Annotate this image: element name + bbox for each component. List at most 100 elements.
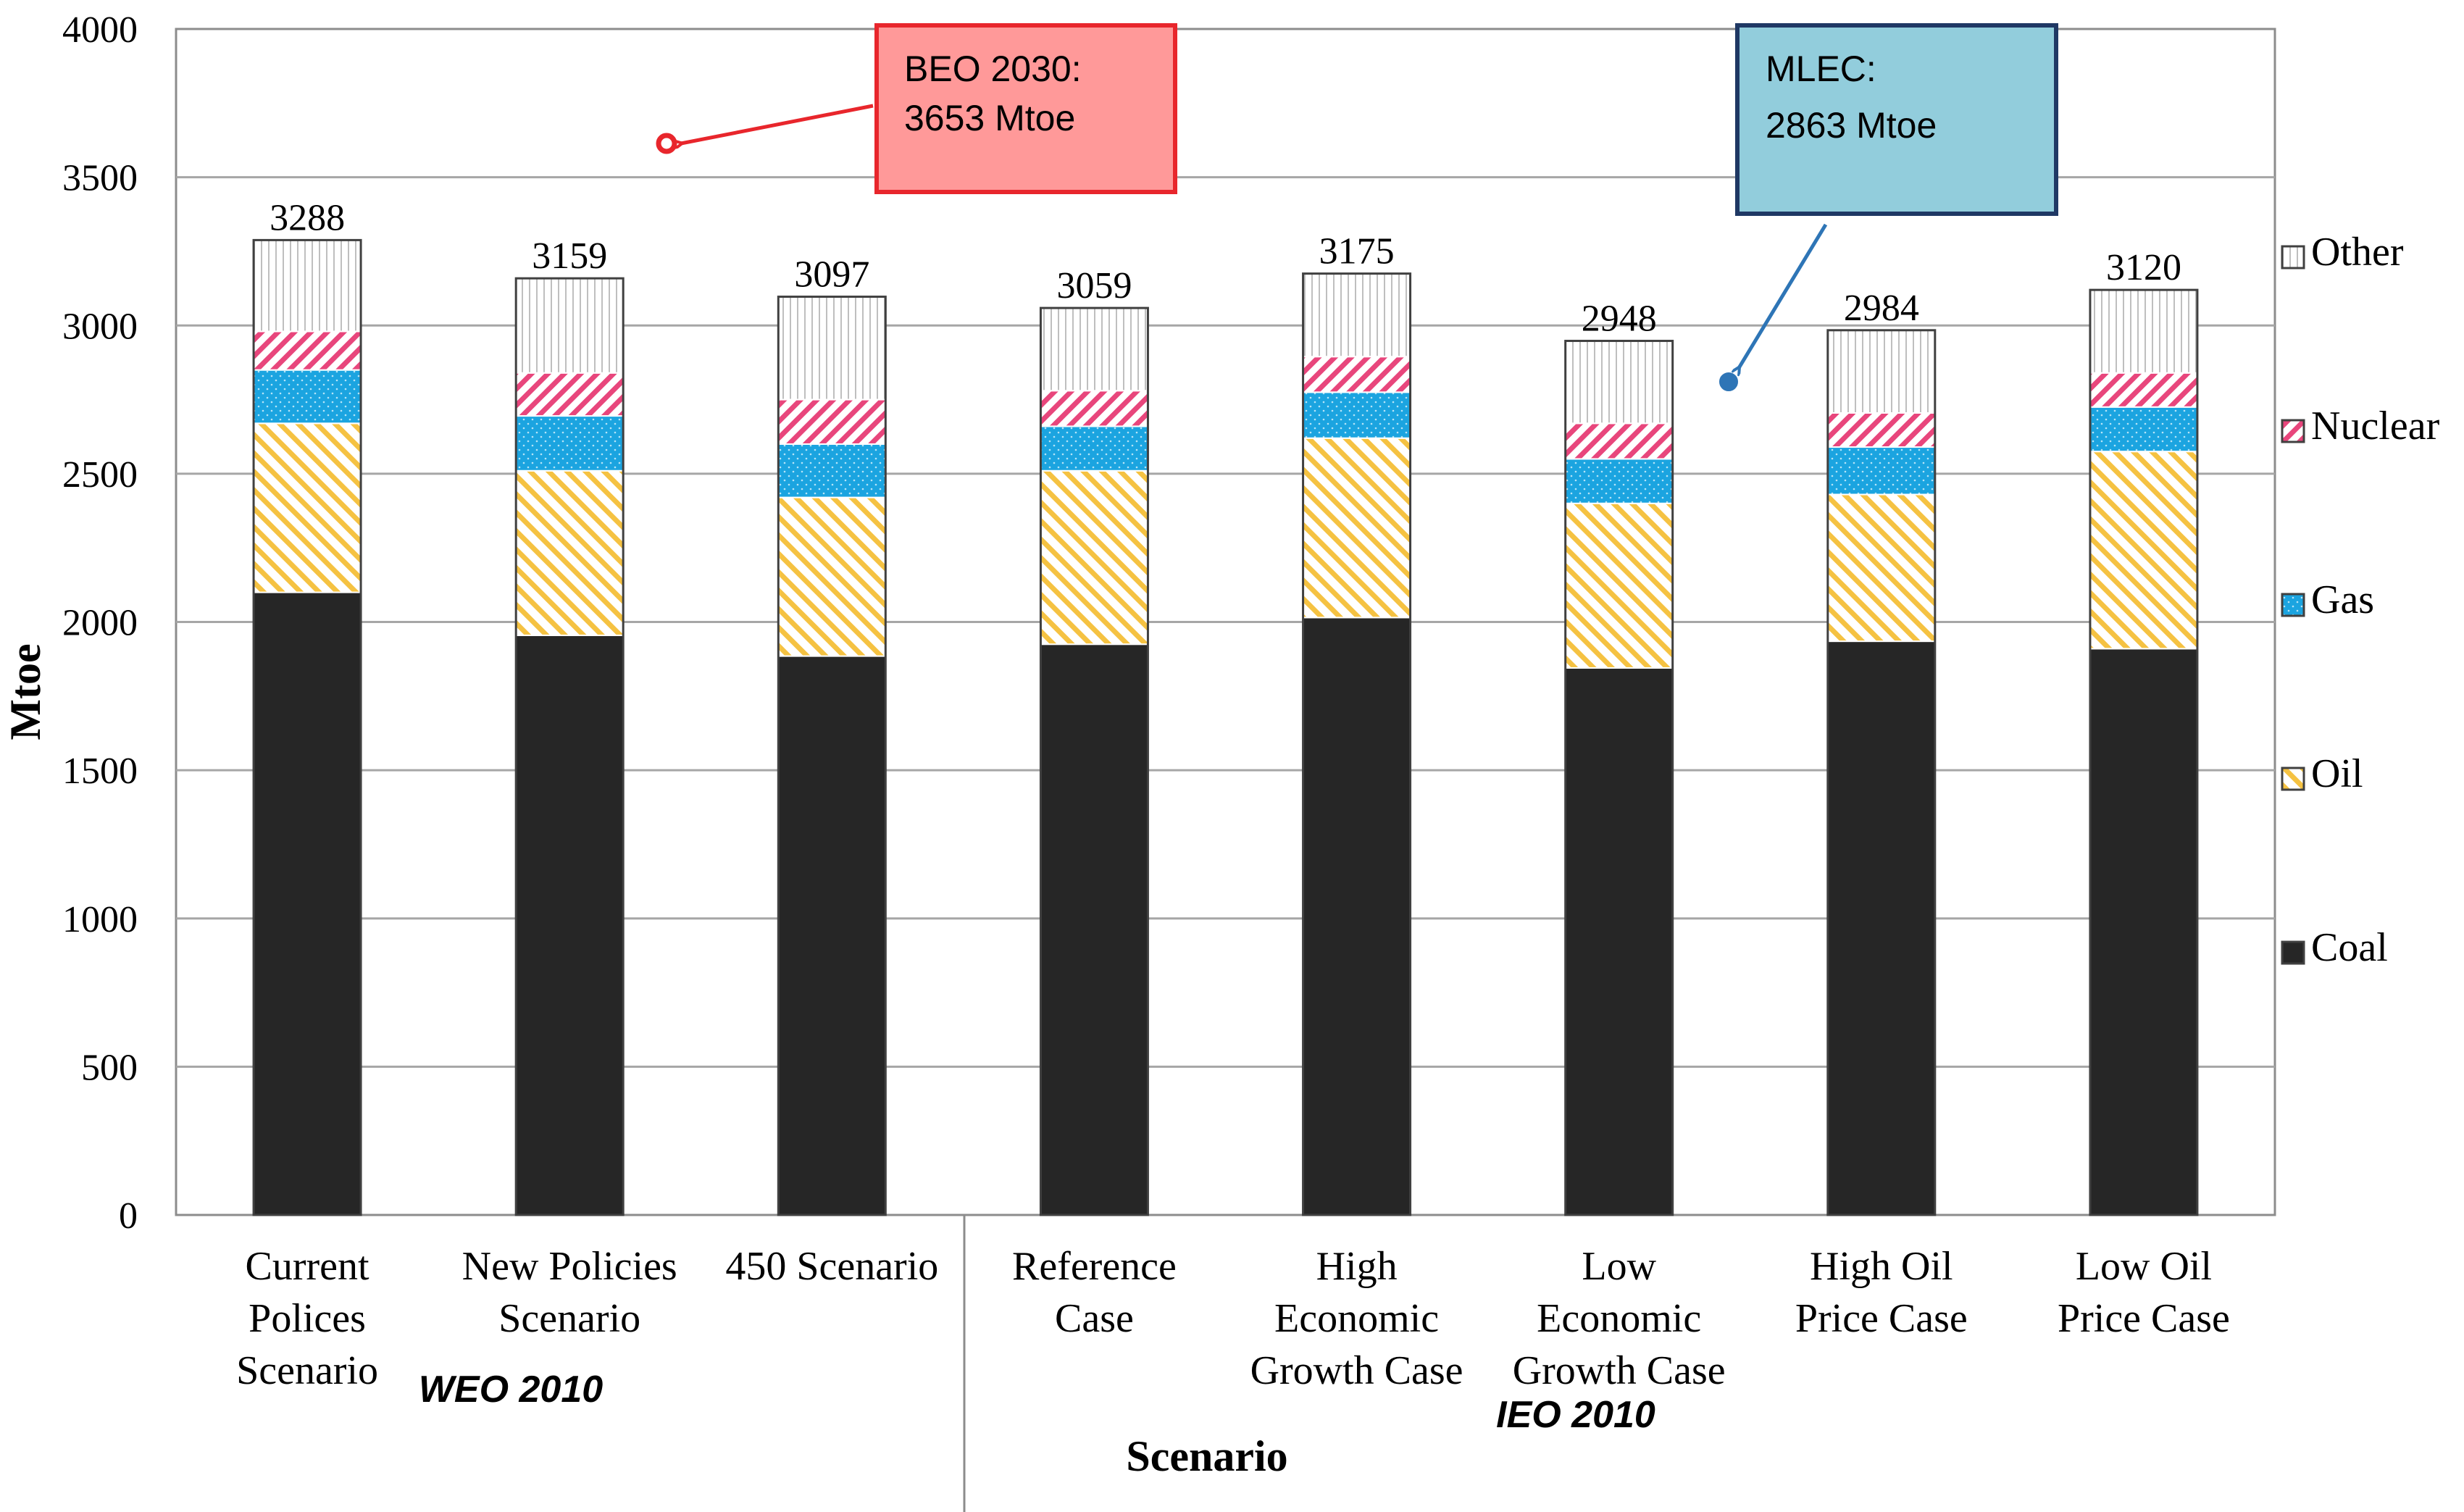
- mlec-line1: MLEC:: [1766, 49, 1876, 89]
- x-tick-label: High: [1316, 1244, 1398, 1289]
- bar-gas: [2089, 406, 2198, 453]
- bar-outline: [1302, 272, 1412, 1216]
- legend-label-other: Other: [2311, 230, 2404, 275]
- bars: [252, 238, 2199, 1216]
- bar-outline: [1564, 340, 1674, 1216]
- mlec-marker: [1719, 372, 1738, 391]
- y-tick-label: 2500: [62, 454, 138, 496]
- x-tick-label: New Policies: [462, 1244, 677, 1289]
- y-tick-label: 3500: [62, 158, 138, 199]
- y-axis-ticks: 0 500 1000 1500 2000 2500 3000 3500 4000: [62, 9, 138, 1237]
- legend-label-oil: Oil: [2311, 751, 2363, 796]
- x-tick-label: Low Oil: [2076, 1244, 2212, 1289]
- bar-oil: [1826, 493, 1936, 643]
- x-tick-label: Growth Case: [1250, 1348, 1463, 1393]
- bar-other: [515, 277, 625, 374]
- total-label: 3120: [2106, 247, 2181, 288]
- bar-gas: [1564, 458, 1674, 504]
- legend-label-nuclear: Nuclear: [2311, 404, 2440, 448]
- bar-gas: [1040, 425, 1149, 472]
- legend-swatch-nuclear: [2281, 419, 2305, 443]
- bar-oil: [2089, 451, 2198, 650]
- bar-outline: [514, 277, 625, 1216]
- bar-nuclear: [1564, 422, 1674, 460]
- x-tick-label: Low: [1582, 1244, 1656, 1289]
- legend-swatch-oil: [2281, 767, 2305, 791]
- total-label: 2948: [1582, 298, 1657, 340]
- x-tick-label: Reference: [1012, 1244, 1177, 1289]
- annotation-mlec: MLEC: 2863 Mtoe: [1719, 23, 2058, 391]
- bar-totals: 3288 3159 3097 3059 3175 2948 2984 3120: [270, 197, 2181, 339]
- total-label: 3097: [794, 254, 869, 296]
- y-tick-label: 0: [119, 1195, 138, 1237]
- x-tick-label: Current: [246, 1244, 370, 1289]
- x-tick-label: Price Case: [2058, 1296, 2230, 1341]
- bar-nuclear: [2089, 372, 2198, 408]
- legend-label-coal: Coal: [2311, 925, 2388, 970]
- y-tick-label: 4000: [62, 9, 138, 51]
- y-axis-title: Mtoe: [1, 643, 49, 740]
- beo-marker: [656, 133, 677, 154]
- bar-other: [1826, 329, 1936, 414]
- x-tick-label: Growth Case: [1513, 1348, 1726, 1393]
- bar-nuclear: [777, 398, 887, 445]
- annotation-beo: BEO 2030: 3653 Mtoe: [656, 23, 1177, 194]
- total-label: 3059: [1056, 265, 1132, 306]
- bar-coal: [253, 591, 362, 1216]
- bar-gas: [1826, 446, 1936, 496]
- bar-oil: [777, 496, 887, 657]
- x-tick-label: Polices: [249, 1296, 366, 1341]
- bar-nuclear: [1302, 356, 1411, 393]
- x-axis-labels: Current Polices Scenario New Policies Scenar…: [236, 1244, 2230, 1393]
- bar-outline: [2089, 288, 2199, 1216]
- bar-oil: [1302, 437, 1411, 619]
- beo-line2: 3653 Mtoe: [904, 98, 1075, 138]
- legend-label-gas: Gas: [2311, 577, 2374, 622]
- y-tick-label: 500: [81, 1047, 138, 1088]
- bar-gas: [253, 369, 362, 425]
- bar-coal: [777, 655, 887, 1216]
- bar-coal: [515, 634, 625, 1216]
- y-tick-label: 3000: [62, 306, 138, 347]
- legend-swatch-gas: [2281, 593, 2305, 617]
- group-label-ieo: IEO 2010: [1496, 1394, 1655, 1436]
- bar-other: [777, 296, 887, 401]
- y-tick-label: 2000: [62, 603, 138, 644]
- y-tick-label: 1500: [62, 751, 138, 792]
- bar-coal: [1826, 640, 1936, 1216]
- total-label: 3175: [1319, 231, 1395, 272]
- bar-nuclear: [515, 372, 625, 417]
- bar-other: [1302, 272, 1411, 358]
- bar-coal: [1040, 643, 1149, 1216]
- x-tick-label: High Oil: [1810, 1244, 1953, 1289]
- bar-outline: [252, 238, 362, 1216]
- bar-coal: [2089, 648, 2198, 1216]
- bar-coal: [1564, 667, 1674, 1216]
- legend-swatch-coal: [2281, 940, 2305, 965]
- group-label-weo: WEO 2010: [419, 1369, 603, 1411]
- x-tick-label: 450 Scenario: [725, 1244, 938, 1289]
- bar-gas: [1302, 391, 1411, 439]
- total-label: 2984: [1844, 288, 1919, 329]
- bar-outline: [1826, 329, 1937, 1216]
- total-label: 3288: [270, 197, 345, 238]
- bar-coal: [1302, 617, 1411, 1216]
- mlec-line2: 2863 Mtoe: [1766, 105, 1937, 146]
- beo-line1: BEO 2030:: [904, 49, 1082, 89]
- bar-gas: [515, 415, 625, 472]
- bar-nuclear: [1040, 390, 1149, 427]
- bar-outline: [777, 296, 887, 1216]
- bar-nuclear: [253, 330, 362, 371]
- y-tick-label: 1000: [62, 899, 138, 940]
- bar-gas: [777, 443, 887, 498]
- bar-other: [1040, 307, 1149, 392]
- bar-other: [2089, 289, 2198, 374]
- legend-swatch-other: [2281, 245, 2305, 270]
- total-label: 3159: [532, 235, 607, 277]
- bar-oil: [253, 422, 362, 593]
- bar-other: [1564, 340, 1674, 425]
- bar-oil: [1040, 469, 1149, 646]
- bar-other: [253, 239, 362, 333]
- bar-outline: [1039, 306, 1149, 1216]
